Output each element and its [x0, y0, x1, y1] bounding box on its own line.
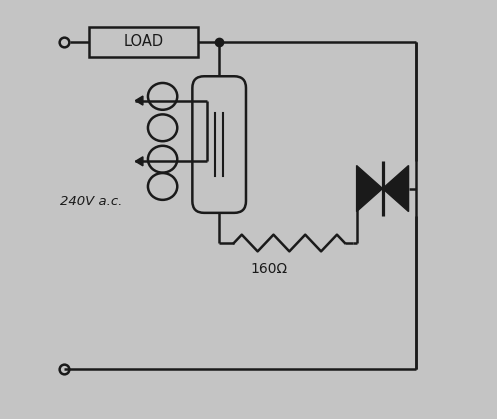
Text: LOAD: LOAD	[124, 34, 164, 49]
Text: 160Ω: 160Ω	[251, 262, 288, 276]
Text: 240V a.c.: 240V a.c.	[60, 194, 122, 208]
Polygon shape	[383, 166, 409, 212]
Polygon shape	[135, 96, 143, 105]
Polygon shape	[357, 166, 383, 212]
Bar	[89, 27, 198, 57]
Polygon shape	[135, 157, 143, 166]
